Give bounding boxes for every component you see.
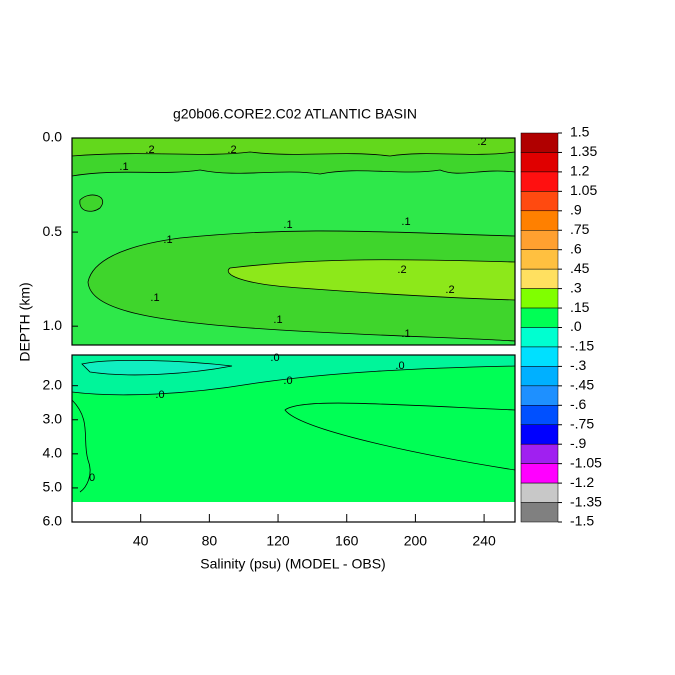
colorbar-tick-label: -.9 [570, 435, 587, 451]
contour-line [71, 365, 516, 396]
colorbar-tick-label: 1.5 [570, 124, 590, 140]
chart-title: g20b06.CORE2.C02 ATLANTIC BASIN [173, 106, 417, 122]
contour-line [81, 359, 233, 376]
contour-label: .0 [155, 389, 164, 401]
contour-label: .0 [283, 375, 292, 387]
x-axis-label: Salinity (psu) (MODEL - OBS) [200, 556, 385, 572]
colorbar-tick-label: .75 [570, 221, 590, 237]
contour-region [72, 138, 515, 156]
y-axis-label: DEPTH (km) [17, 282, 33, 361]
contour-label: .1 [283, 219, 292, 231]
colorbar-box [520, 307, 559, 328]
colorbar-box [520, 230, 559, 250]
x-tick-label: 240 [472, 533, 496, 549]
contour-label: .1 [163, 234, 172, 246]
colorbar-tick-label: .6 [570, 240, 582, 256]
y-tick-label: 6.0 [43, 513, 63, 529]
contour-line [71, 169, 516, 177]
colorbar-tick-label: 1.2 [570, 163, 590, 179]
colorbar-box [520, 482, 559, 503]
x-tick-label: 200 [404, 533, 428, 549]
colorbar-box [520, 210, 559, 231]
contour-label: .2 [477, 136, 486, 148]
colorbar-box [520, 249, 559, 270]
colorbar-box [520, 385, 559, 406]
colorbar-tick-label: 1.05 [570, 182, 597, 198]
colorbar-box [520, 191, 559, 212]
colorbar-tick-label: .0 [570, 318, 582, 334]
contour-label: .1 [273, 314, 282, 326]
y-tick-label: 0.5 [43, 223, 63, 239]
colorbar-box [520, 327, 559, 348]
colorbar-tick-label: -1.5 [570, 513, 594, 529]
colorbar-tick-label: -1.35 [570, 493, 602, 509]
colorbar-box [520, 405, 559, 425]
colorbar-box [520, 346, 559, 367]
colorbar-tick-label: .9 [570, 202, 582, 218]
panel-frame [71, 137, 516, 346]
contour-region [228, 259, 516, 300]
colorbar-tick-label: -1.05 [570, 454, 602, 470]
contour-line [71, 151, 516, 157]
colorbar-box [520, 152, 559, 173]
contour-label: 0 [89, 472, 95, 484]
y-tick-label: 3.0 [43, 410, 63, 426]
colorbar-tick-label: .45 [570, 260, 590, 276]
contour-label: .0 [270, 352, 279, 364]
contour-line [284, 402, 516, 471]
contour-label: .2 [397, 264, 406, 276]
colorbar-box [520, 132, 559, 153]
colorbar-tick-label: -1.2 [570, 474, 594, 490]
colorbar-tick-label: -.45 [570, 377, 594, 393]
x-tick-label: 160 [335, 533, 359, 549]
contour-label: .0 [395, 360, 404, 372]
x-tick-label: 120 [266, 533, 290, 549]
contour-label: .1 [119, 161, 128, 173]
x-tick-label: 80 [202, 533, 218, 549]
colorbar-tick-label: -.6 [570, 396, 587, 412]
colorbar-box [520, 268, 559, 289]
contour-line [227, 259, 516, 301]
colorbar-tick-label: .15 [570, 299, 590, 315]
colorbar-box [520, 424, 559, 445]
y-tick-label: 5.0 [43, 479, 63, 495]
contour-line [87, 230, 516, 342]
colorbar-tick-label: -.3 [570, 357, 587, 373]
contour-label: .2 [445, 284, 454, 296]
colorbar-box [520, 171, 559, 192]
colorbar-tick-label: .3 [570, 279, 582, 295]
contour-line [79, 194, 103, 212]
colorbar-box [520, 443, 559, 464]
colorbar-tick-label: -.75 [570, 415, 594, 431]
contour-label: .2 [145, 144, 154, 156]
contour-label: .2 [227, 144, 236, 156]
y-tick-label: 4.0 [43, 445, 63, 461]
colorbar-box [520, 463, 559, 484]
y-tick-label: 2.0 [43, 376, 63, 392]
colorbar-tick-label: 1.35 [570, 143, 597, 159]
contour-label: .1 [150, 292, 159, 304]
colorbar-box [520, 366, 559, 387]
colorbar-box [520, 502, 559, 523]
contour-line [71, 399, 91, 493]
colorbar-tick-label: -.15 [570, 338, 594, 354]
contour-label: .1 [401, 216, 410, 228]
y-tick-label: 1.0 [43, 317, 63, 333]
x-tick-label: 40 [133, 533, 149, 549]
y-tick-label: 0.0 [43, 129, 63, 145]
colorbar-box [520, 288, 559, 309]
contour-label: .1 [401, 328, 410, 340]
panel-frame [71, 354, 516, 523]
